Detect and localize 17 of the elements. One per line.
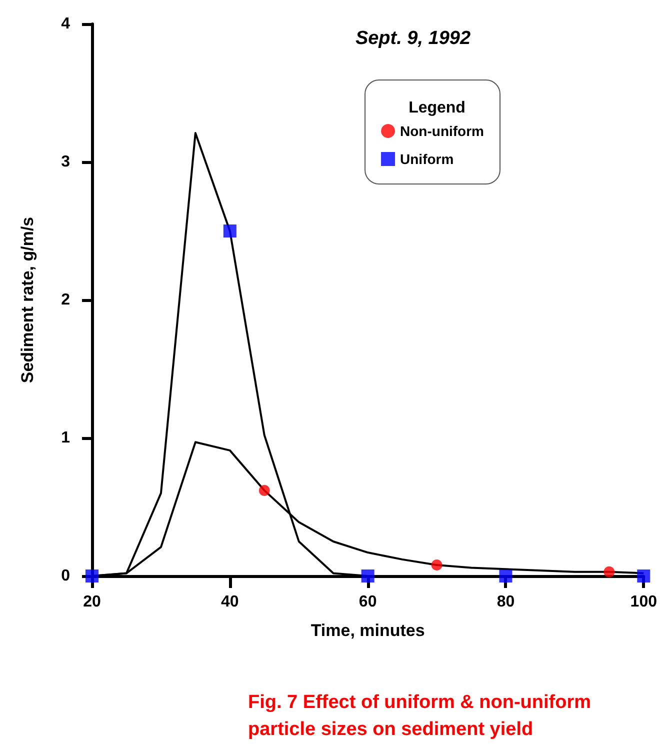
y-axis-title: Sediment rate, g/m/s	[18, 216, 37, 384]
y-tick-label: 3	[61, 154, 70, 170]
y-tick-label: 4	[61, 16, 70, 32]
x-tick-label: 100	[630, 594, 658, 610]
x-axis-title: Time, minutes	[310, 621, 425, 640]
legend-label: Non-uniform	[400, 123, 484, 139]
chart-title: Sept. 9, 1992	[355, 28, 471, 49]
legend-title: Legend	[408, 100, 466, 116]
x-tick-label: 80	[496, 594, 515, 610]
y-tick-label: 2	[61, 292, 70, 308]
caption: Fig. 7 Effect of uniform & non-uniform particle sizes on sediment yield	[248, 692, 596, 740]
legend-label: Uniform	[400, 151, 454, 167]
x-tick-label: 20	[83, 594, 101, 610]
x-tick-label: 60	[358, 594, 377, 610]
y-tick-label: 0	[61, 568, 70, 584]
x-tick-label: 40	[221, 594, 239, 610]
y-tick-label: 1	[61, 430, 70, 446]
